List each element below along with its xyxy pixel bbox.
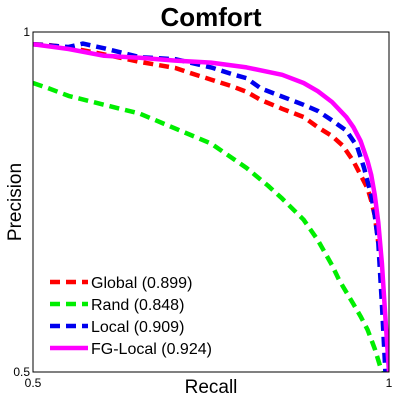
- legend-label-3: Local (0.909): [91, 319, 184, 336]
- plot-area: [33, 41, 389, 372]
- tick-layer: 0.5 1 0.5 1: [13, 25, 392, 390]
- series-layer: [33, 41, 389, 372]
- y-axis-label: Precision: [5, 163, 26, 241]
- chart-title: Comfort: [160, 2, 261, 32]
- series-line-1: [33, 41, 381, 244]
- plot-frame: [32, 31, 390, 373]
- legend-label-1: Global (0.899): [91, 275, 192, 292]
- x-tick-label: 0.5: [25, 376, 42, 390]
- legend-label-2: Rand (0.848): [91, 297, 184, 314]
- legend: Global (0.899) Rand (0.848) Local (0.909) F…: [50, 275, 212, 358]
- y-tick-label: 0.5: [13, 365, 30, 379]
- series-line-2: [33, 80, 385, 372]
- x-tick-label: 1: [386, 376, 393, 390]
- y-tick-label: 1: [23, 25, 30, 39]
- legend-label-4: FG-Local (0.924): [91, 341, 212, 358]
- series-line-3: [33, 41, 388, 372]
- x-axis-label: Recall: [185, 377, 238, 398]
- series-line-4: [33, 41, 389, 372]
